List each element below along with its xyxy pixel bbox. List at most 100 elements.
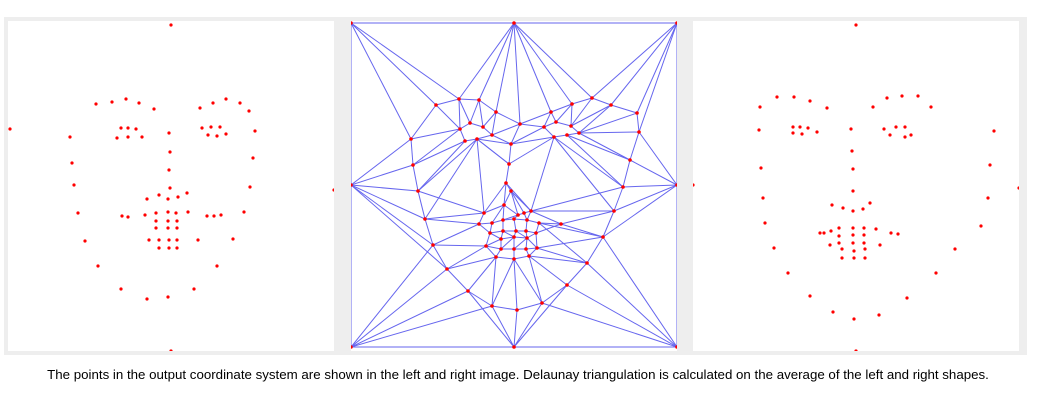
mesh-edge — [528, 255, 568, 286]
landmark-point — [1017, 186, 1019, 190]
landmark-point — [808, 99, 812, 103]
landmark-point — [992, 129, 996, 133]
mesh-edge — [351, 184, 448, 270]
mesh-edge — [513, 255, 530, 260]
landmark-point — [167, 131, 171, 135]
mesh-edge — [515, 230, 528, 239]
landmark-point — [830, 203, 834, 207]
mesh-edge — [503, 204, 519, 216]
landmark-point — [502, 203, 506, 207]
landmark-point — [482, 211, 486, 215]
landmark-point — [168, 150, 172, 154]
mesh-edge — [491, 305, 518, 311]
mesh-edge — [476, 138, 512, 145]
landmark-point — [786, 271, 790, 275]
mesh-edge — [586, 236, 604, 264]
mesh-edge — [351, 244, 434, 348]
landmark-point — [601, 235, 605, 239]
mesh-edge — [478, 99, 484, 128]
landmark-point — [775, 95, 779, 99]
mesh-edge — [578, 112, 638, 134]
mesh-edge — [638, 131, 677, 186]
landmark-point — [477, 222, 481, 226]
mesh-edge — [560, 210, 615, 225]
landmark-point — [850, 149, 854, 153]
mesh-edge — [417, 138, 478, 192]
landmark-point — [806, 126, 810, 130]
mesh-edge — [525, 247, 538, 250]
landmark-point — [154, 219, 158, 223]
mesh-edge — [528, 255, 588, 264]
mesh-edge — [467, 256, 497, 292]
mesh-edge — [485, 238, 502, 247]
landmark-point — [119, 287, 123, 291]
mesh-edge — [508, 136, 555, 165]
landmark-point — [466, 289, 470, 293]
mesh-edge — [538, 222, 588, 264]
landmark-point — [494, 255, 498, 259]
landmark-point — [637, 130, 641, 134]
mesh-edge — [526, 219, 540, 224]
landmark-point — [409, 137, 413, 141]
mesh-edge — [476, 138, 510, 165]
landmark-point — [516, 213, 520, 217]
landmark-point — [169, 23, 173, 27]
mesh-edge — [435, 98, 460, 106]
mesh-edge — [513, 218, 517, 232]
landmark-point — [798, 125, 802, 129]
landmark-point — [851, 167, 855, 171]
landmark-point — [457, 97, 461, 101]
landmark-point — [490, 133, 494, 137]
mesh-edge — [550, 111, 557, 123]
landmark-point — [68, 135, 72, 139]
mesh-edge — [458, 22, 515, 100]
landmark-point — [837, 226, 841, 230]
mesh-edge — [424, 218, 480, 225]
mesh-edge — [525, 237, 528, 250]
landmark-point — [126, 215, 130, 219]
mesh-edge — [636, 22, 677, 114]
mesh-edge — [555, 121, 572, 127]
landmark-point — [434, 103, 438, 107]
landmark-point — [896, 232, 900, 236]
mesh-edge — [502, 230, 515, 238]
mesh-edge — [491, 123, 521, 136]
mesh-edge — [513, 22, 593, 99]
mesh-edge — [505, 182, 532, 212]
landmark-point — [609, 103, 613, 107]
landmark-point — [463, 139, 467, 143]
landmark-point — [849, 127, 853, 131]
landmark-point — [488, 231, 492, 235]
mesh-edge — [432, 244, 448, 270]
landmark-point — [507, 162, 511, 166]
landmark-point — [490, 221, 494, 225]
landmark-point — [175, 219, 179, 223]
mesh-edge — [525, 219, 528, 232]
landmark-point — [831, 310, 835, 314]
landmark-point — [861, 207, 865, 211]
landmark-point — [569, 124, 573, 128]
mesh-edge — [424, 212, 485, 220]
landmark-point — [889, 231, 893, 235]
landmark-point — [675, 183, 677, 187]
mesh-edge — [410, 138, 414, 166]
mesh-edge — [566, 134, 624, 188]
mesh-edge — [495, 22, 515, 113]
landmark-point — [761, 196, 765, 200]
figure — [4, 17, 1027, 355]
mesh-edge — [543, 111, 552, 128]
landmark-point — [525, 218, 529, 222]
landmark-point — [512, 217, 516, 221]
landmark-point — [851, 209, 855, 213]
mesh-edge — [417, 190, 485, 214]
landmark-point — [851, 189, 855, 193]
landmark-point — [628, 158, 632, 162]
mesh-edge — [417, 190, 426, 220]
mesh-edge — [476, 138, 485, 214]
landmark-point — [72, 183, 76, 187]
landmark-point — [825, 106, 829, 110]
landmark-point — [577, 131, 581, 135]
mesh-edge — [483, 204, 505, 214]
landmark-point — [137, 101, 141, 105]
mesh-edge — [424, 218, 434, 246]
